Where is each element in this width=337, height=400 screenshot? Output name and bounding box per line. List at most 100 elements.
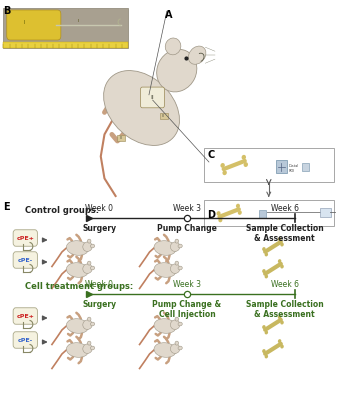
Ellipse shape (87, 239, 91, 243)
Ellipse shape (278, 315, 281, 319)
Ellipse shape (90, 346, 95, 350)
FancyBboxPatch shape (302, 163, 309, 171)
Text: C: C (207, 150, 215, 160)
Ellipse shape (220, 163, 225, 168)
Text: D: D (207, 210, 215, 220)
Bar (3, 42, 128, 48)
Ellipse shape (175, 317, 179, 321)
Ellipse shape (103, 70, 180, 146)
Ellipse shape (171, 264, 180, 274)
Ellipse shape (244, 162, 248, 167)
Ellipse shape (262, 247, 266, 251)
Ellipse shape (188, 46, 206, 64)
Text: Distal
ROI: Distal ROI (288, 164, 298, 173)
Text: Week 0: Week 0 (85, 280, 114, 289)
Text: Surgery: Surgery (82, 300, 117, 309)
Text: A: A (165, 10, 173, 20)
Ellipse shape (171, 344, 180, 354)
Ellipse shape (178, 244, 182, 248)
Ellipse shape (265, 274, 268, 278)
Ellipse shape (171, 320, 180, 330)
FancyBboxPatch shape (13, 230, 37, 246)
FancyBboxPatch shape (204, 200, 334, 226)
Text: Sample Collection
& Assessment: Sample Collection & Assessment (246, 300, 324, 319)
Ellipse shape (265, 330, 268, 334)
Ellipse shape (87, 341, 91, 345)
Text: Week 3: Week 3 (173, 204, 201, 213)
Text: Week 6: Week 6 (271, 280, 299, 289)
Ellipse shape (175, 261, 179, 265)
Text: III: III (162, 114, 165, 118)
Text: Sample Collection
& Assessment: Sample Collection & Assessment (246, 224, 324, 243)
Ellipse shape (178, 322, 182, 326)
Ellipse shape (262, 269, 266, 273)
FancyBboxPatch shape (141, 87, 164, 108)
Ellipse shape (236, 204, 240, 208)
Ellipse shape (165, 38, 181, 55)
Ellipse shape (262, 349, 266, 353)
Ellipse shape (178, 346, 182, 350)
Text: cPE-: cPE- (18, 338, 33, 342)
Ellipse shape (178, 266, 182, 270)
Text: II: II (78, 19, 80, 23)
Ellipse shape (218, 218, 222, 222)
Ellipse shape (87, 261, 91, 265)
Text: cPE+: cPE+ (16, 236, 34, 240)
Ellipse shape (83, 242, 92, 252)
FancyBboxPatch shape (13, 252, 37, 268)
Ellipse shape (154, 343, 176, 357)
Ellipse shape (83, 344, 92, 354)
Text: E: E (3, 202, 10, 212)
Ellipse shape (154, 263, 176, 277)
Ellipse shape (280, 320, 284, 324)
Ellipse shape (66, 343, 89, 357)
Ellipse shape (90, 322, 95, 326)
Ellipse shape (222, 170, 227, 175)
Ellipse shape (154, 241, 176, 255)
Text: cPE+: cPE+ (16, 314, 34, 318)
Ellipse shape (90, 266, 95, 270)
Ellipse shape (83, 320, 92, 330)
FancyBboxPatch shape (7, 10, 61, 40)
FancyBboxPatch shape (117, 135, 125, 141)
Text: Cell treatment groups:: Cell treatment groups: (25, 282, 133, 291)
Ellipse shape (175, 341, 179, 345)
Ellipse shape (238, 210, 242, 215)
FancyBboxPatch shape (276, 160, 287, 173)
Ellipse shape (171, 242, 180, 252)
Ellipse shape (217, 211, 221, 216)
Text: Week 0: Week 0 (85, 204, 114, 213)
FancyBboxPatch shape (320, 208, 331, 217)
Ellipse shape (262, 325, 266, 329)
Text: Pump Change: Pump Change (157, 224, 217, 232)
Ellipse shape (265, 354, 268, 358)
Ellipse shape (66, 241, 89, 255)
Text: Control groups:: Control groups: (25, 206, 99, 215)
FancyBboxPatch shape (160, 113, 168, 119)
FancyBboxPatch shape (13, 308, 37, 324)
FancyBboxPatch shape (3, 8, 128, 48)
FancyBboxPatch shape (204, 148, 334, 182)
Ellipse shape (66, 263, 89, 277)
Text: Week 6: Week 6 (271, 204, 299, 213)
Text: I: I (24, 20, 25, 25)
Ellipse shape (175, 239, 179, 243)
Ellipse shape (154, 319, 176, 333)
Ellipse shape (265, 252, 268, 256)
Ellipse shape (280, 344, 284, 348)
Ellipse shape (90, 244, 95, 248)
Ellipse shape (66, 319, 89, 333)
Text: Pump Change &
Cell Injection: Pump Change & Cell Injection (152, 300, 222, 319)
Ellipse shape (280, 242, 284, 246)
Ellipse shape (87, 317, 91, 321)
Text: Week 3: Week 3 (173, 280, 201, 289)
Ellipse shape (280, 264, 284, 268)
Ellipse shape (83, 264, 92, 274)
Text: II: II (150, 95, 154, 100)
Ellipse shape (278, 237, 281, 241)
Ellipse shape (242, 155, 246, 160)
Ellipse shape (157, 49, 197, 92)
Ellipse shape (278, 339, 281, 343)
FancyBboxPatch shape (259, 210, 266, 218)
Text: cPE-: cPE- (18, 258, 33, 262)
